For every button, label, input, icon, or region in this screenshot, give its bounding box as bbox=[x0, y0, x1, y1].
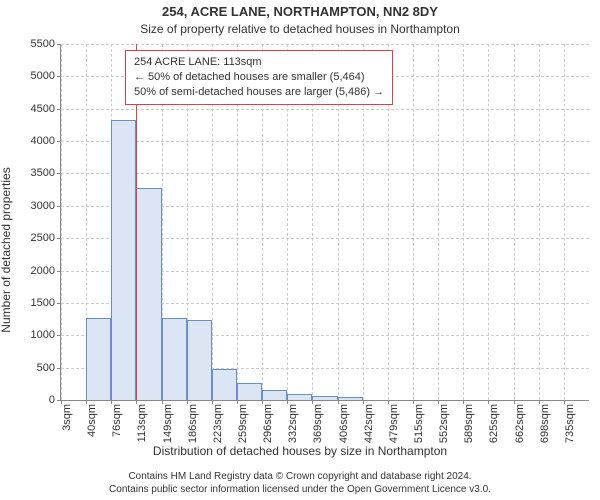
attribution-line-2: Contains public sector information licen… bbox=[0, 483, 600, 496]
histogram-bar bbox=[162, 318, 187, 400]
x-tick-label: 552sqm bbox=[438, 404, 450, 443]
attribution-text: Contains HM Land Registry data © Crown c… bbox=[0, 470, 600, 496]
gridline-h bbox=[61, 173, 589, 174]
x-tick-mark bbox=[61, 400, 62, 404]
reference-info-box: 254 ACRE LANE: 113sqm ← 50% of detached … bbox=[125, 50, 393, 105]
gridline-v bbox=[413, 44, 414, 400]
x-tick-label: 40sqm bbox=[86, 404, 98, 437]
x-tick-mark bbox=[338, 400, 339, 404]
x-tick-label: 698sqm bbox=[539, 404, 551, 443]
histogram-bar bbox=[86, 318, 111, 400]
x-tick-label: 149sqm bbox=[162, 404, 174, 443]
x-tick-label: 735sqm bbox=[564, 404, 576, 443]
histogram-bar bbox=[136, 188, 161, 400]
x-tick-mark bbox=[514, 400, 515, 404]
x-tick-label: 76sqm bbox=[111, 404, 123, 437]
x-axis-label: Distribution of detached houses by size … bbox=[0, 444, 600, 458]
x-tick-mark bbox=[438, 400, 439, 404]
x-tick-label: 113sqm bbox=[136, 404, 148, 442]
x-tick-mark bbox=[237, 400, 238, 404]
chart-title: 254, ACRE LANE, NORTHAMPTON, NN2 8DY bbox=[0, 4, 600, 19]
attribution-line-1: Contains HM Land Registry data © Crown c… bbox=[0, 470, 600, 483]
x-tick-mark bbox=[413, 400, 414, 404]
y-axis-label: Number of detached properties bbox=[0, 167, 13, 332]
histogram-bar bbox=[338, 397, 363, 400]
x-tick-label: 369sqm bbox=[312, 404, 324, 443]
x-tick-mark bbox=[539, 400, 540, 404]
histogram-bar bbox=[111, 120, 136, 400]
histogram-bar bbox=[187, 320, 212, 400]
x-tick-label: 186sqm bbox=[187, 404, 199, 443]
histogram-bar bbox=[212, 369, 237, 400]
x-tick-label: 296sqm bbox=[262, 404, 274, 443]
info-line-1: 254 ACRE LANE: 113sqm bbox=[134, 55, 384, 70]
x-tick-mark bbox=[86, 400, 87, 404]
x-tick-mark bbox=[312, 400, 313, 404]
gridline-v bbox=[61, 44, 62, 400]
gridline-h bbox=[61, 141, 589, 142]
x-tick-label: 625sqm bbox=[488, 404, 500, 443]
gridline-v bbox=[539, 44, 540, 400]
histogram-bar bbox=[287, 394, 312, 400]
gridline-v bbox=[438, 44, 439, 400]
x-tick-label: 479sqm bbox=[388, 404, 400, 443]
chart-subtitle: Size of property relative to detached ho… bbox=[0, 22, 600, 36]
x-tick-mark bbox=[111, 400, 112, 404]
x-tick-mark bbox=[136, 400, 137, 404]
x-tick-mark bbox=[262, 400, 263, 404]
x-tick-label: 259sqm bbox=[237, 404, 249, 443]
gridline-h bbox=[61, 44, 589, 45]
x-tick-mark bbox=[463, 400, 464, 404]
x-tick-label: 442sqm bbox=[363, 404, 375, 443]
x-tick-mark bbox=[287, 400, 288, 404]
info-line-2: ← 50% of detached houses are smaller (5,… bbox=[134, 70, 384, 85]
x-tick-mark bbox=[162, 400, 163, 404]
x-tick-mark bbox=[488, 400, 489, 404]
gridline-v bbox=[564, 44, 565, 400]
x-tick-mark bbox=[363, 400, 364, 404]
histogram-bar bbox=[312, 396, 337, 400]
gridline-v bbox=[514, 44, 515, 400]
x-tick-label: 515sqm bbox=[413, 404, 425, 443]
x-tick-mark bbox=[212, 400, 213, 404]
x-tick-mark bbox=[187, 400, 188, 404]
x-tick-mark bbox=[564, 400, 565, 404]
gridline-v bbox=[463, 44, 464, 400]
info-line-3: 50% of semi-detached houses are larger (… bbox=[134, 85, 384, 100]
x-tick-label: 406sqm bbox=[338, 404, 350, 443]
histogram-bar bbox=[262, 390, 287, 400]
x-tick-label: 223sqm bbox=[212, 404, 224, 443]
histogram-bar bbox=[237, 383, 262, 400]
x-tick-label: 662sqm bbox=[514, 404, 526, 443]
gridline-h bbox=[61, 109, 589, 110]
x-tick-label: 3sqm bbox=[61, 404, 73, 431]
plot-area: 0500100015002000250030003500400045005000… bbox=[60, 44, 589, 401]
x-tick-label: 332sqm bbox=[287, 404, 299, 443]
chart-container: 254, ACRE LANE, NORTHAMPTON, NN2 8DY Siz… bbox=[0, 0, 600, 500]
x-tick-label: 589sqm bbox=[463, 404, 475, 443]
gridline-v bbox=[488, 44, 489, 400]
x-tick-mark bbox=[388, 400, 389, 404]
